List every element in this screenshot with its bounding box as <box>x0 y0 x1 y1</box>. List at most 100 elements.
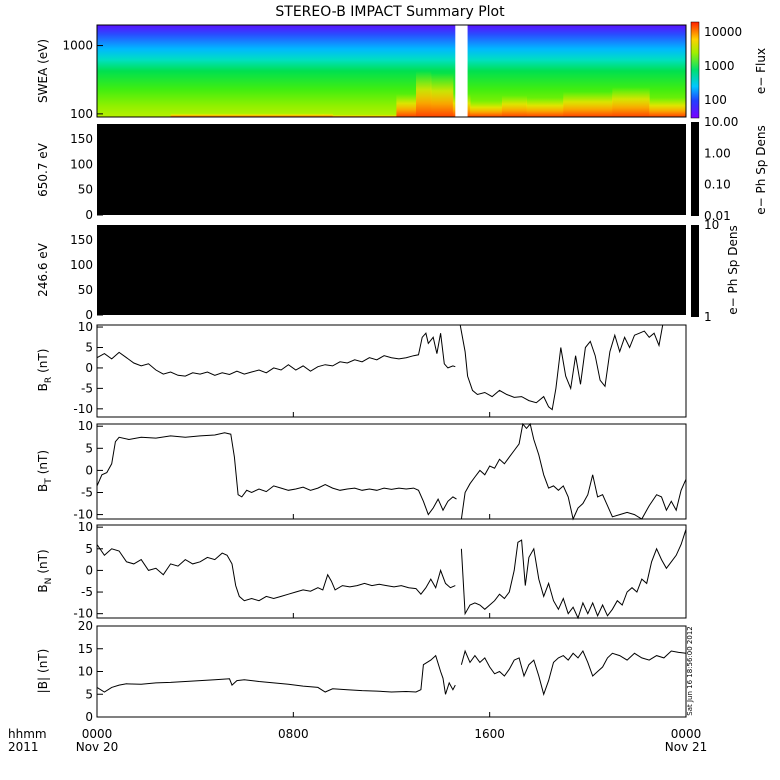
bt-trace <box>96 422 687 521</box>
swea-flux-cell <box>396 94 417 117</box>
swea-ytick-label: 100 <box>70 107 93 121</box>
bt-y-ticks: -10 -5 0 5 10 <box>73 419 103 522</box>
bt-ylabel: BT (nT) <box>36 450 54 492</box>
x-tick-date-label: Nov 21 <box>665 740 708 754</box>
pad-246-black-fill <box>97 225 686 315</box>
pad-246-cb-tick-label: 1 <box>704 310 712 324</box>
panel-swea: 1000 100 SWEA (eV) 10000 1000 100 e− Flux <box>36 21 768 121</box>
bmag-ytick-label: 10 <box>78 665 93 679</box>
pad-650-cb-tick-label: 10.00 <box>704 115 738 129</box>
pad-246-colorbar <box>691 225 699 317</box>
pad-246-ylabel: 246.6 eV <box>36 242 50 297</box>
panel-650eV: 0 50 100 150 650.7 eV 10.00 1.00 0.10 0.01 e− … <box>36 115 768 223</box>
swea-flux-cell <box>430 73 454 117</box>
x-tick-label: 0000 <box>82 727 113 741</box>
br-ylabel: BR (nT) <box>36 349 54 392</box>
x-tick-label: 1600 <box>474 727 505 741</box>
bt-series-line <box>460 422 687 521</box>
bmag-frame <box>96 625 687 718</box>
panel-br: -10 -5 0 5 10 BR (nT) <box>36 320 687 418</box>
x-axis-label-hhmm: hhmm <box>8 727 47 741</box>
bt-ytick-label: 10 <box>78 419 93 433</box>
br-ytick-label: 5 <box>85 340 93 354</box>
bn-frame <box>96 524 687 619</box>
swea-y-ticks: 1000 100 <box>62 39 103 121</box>
bn-ylabel-sub: N <box>44 578 54 585</box>
br-frame <box>96 324 687 418</box>
br-trace <box>96 324 687 417</box>
bmag-ytick-label: 20 <box>78 619 93 633</box>
bt-ytick-label: 5 <box>85 441 93 455</box>
x-tick-date-label: Nov 20 <box>76 740 119 754</box>
bn-ylabel-unit: (nT) <box>36 549 50 573</box>
swea-flux-cell <box>612 87 650 117</box>
flux-colorbar-label: e− Flux <box>754 48 768 94</box>
x-axis-label-year: 2011 <box>8 740 39 754</box>
pad-650-colorbar-label: e− Ph Sp Dens <box>754 125 768 214</box>
generation-stamp: Sat Jun 16 18:56:00 2012 <box>686 626 694 715</box>
bmag-ylabel-unit: (nT) <box>36 649 50 673</box>
plot-title: STEREO-B IMPACT Summary Plot <box>275 4 505 20</box>
br-series-line <box>96 332 456 377</box>
bt-ytick-label: 0 <box>85 463 93 477</box>
br-series-line <box>459 324 669 411</box>
br-ytick-label: -5 <box>81 381 93 395</box>
pad-246-ytick-label: 0 <box>85 308 93 322</box>
flux-cb-tick-label: 1000 <box>704 59 735 73</box>
br-ytick-label: -10 <box>73 402 93 416</box>
pad-650-cb-tick-label: 0.01 <box>704 209 731 223</box>
bn-ytick-label: -5 <box>81 585 93 599</box>
bt-ylabel-sub: T <box>44 478 54 485</box>
pad-650-y-ticks: 0 50 100 150 <box>70 132 103 222</box>
br-ylabel-unit: (nT) <box>36 349 50 373</box>
x-tick-label: 0800 <box>278 727 309 741</box>
bn-ytick-label: 0 <box>85 563 93 577</box>
bn-y-ticks: -10 -5 0 5 10 <box>73 520 103 621</box>
pad-650-ylabel: 650.7 eV <box>36 142 50 197</box>
panel-bmag: 0 5 10 15 20 |B| (nT) Sat Jun 16 18:56:00 201… <box>36 619 694 724</box>
bn-ytick-label: 10 <box>78 520 93 534</box>
bmag-ytick-label: 0 <box>85 710 93 724</box>
pad-650-colorbar <box>691 122 699 216</box>
pad-246-colorbar-label: e− Ph Sp Dens <box>726 225 740 314</box>
pad-246-ytick-label: 150 <box>70 233 93 247</box>
swea-flux-cell <box>501 95 527 117</box>
pad-650-ytick-label: 150 <box>70 132 93 146</box>
pad-246-ytick-label: 100 <box>70 258 93 272</box>
bn-series-line <box>96 544 456 602</box>
pad-246-colorbar-ticks: 10 1 <box>704 218 719 324</box>
swea-flux-cell <box>470 100 503 117</box>
bmag-trace <box>96 649 687 717</box>
bt-ytick-label: -10 <box>73 508 93 522</box>
bn-ytick-label: 5 <box>85 542 93 556</box>
pad-650-ytick-label: 0 <box>85 208 93 222</box>
bmag-ylabel-main: |B| <box>36 677 50 693</box>
swea-flux-cell <box>526 97 564 117</box>
swea-frame <box>96 24 687 118</box>
flux-cb-tick-label: 10000 <box>704 25 742 39</box>
pad-246-y-ticks: 0 50 100 150 <box>70 233 103 322</box>
flux-cb-tick-label: 100 <box>704 93 727 107</box>
bt-frame <box>96 423 687 520</box>
br-ytick-label: 10 <box>78 320 93 334</box>
panel-bn: -10 -5 0 5 10 BN (nT) <box>36 520 687 621</box>
bmag-series-line <box>96 654 456 695</box>
swea-flux-cell <box>332 114 397 117</box>
panel-246eV: 0 50 100 150 246.6 eV 10 1 e− Ph Sp Dens <box>36 218 740 324</box>
swea-ylabel: SWEA (eV) <box>36 39 50 103</box>
bn-series-line <box>460 529 687 620</box>
flux-colorbar-ticks: 10000 1000 100 <box>704 25 742 107</box>
bmag-series-line <box>460 649 687 696</box>
swea-flux-enhancement <box>170 71 687 117</box>
br-ylabel-main: B <box>36 383 50 391</box>
swea-flux-cell <box>416 71 432 117</box>
panel-bt: -10 -5 0 5 10 BT (nT) <box>36 419 687 522</box>
swea-data-gap <box>455 25 468 117</box>
swea-flux-cell <box>649 97 687 117</box>
bt-ytick-label: -5 <box>81 485 93 499</box>
flux-colorbar <box>690 21 700 119</box>
swea-ytick-label: 1000 <box>62 39 93 53</box>
pad-650-cb-tick-label: 1.00 <box>704 146 731 160</box>
